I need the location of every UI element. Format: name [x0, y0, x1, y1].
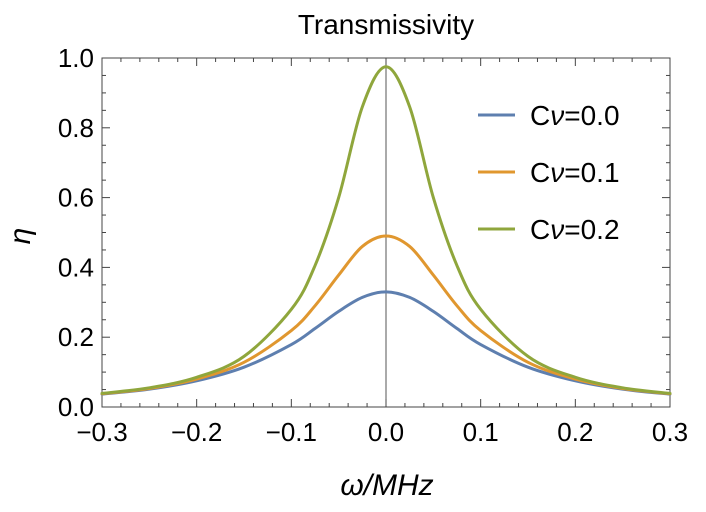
x-tick-label: −0.2 [171, 417, 222, 447]
series-0-legend-label: Cν=0.0 [530, 100, 620, 131]
axis-tick-labels: −0.3 −0.2 −0.1 0.0 0.1 0.2 0.3 0.0 0.2 0.4 0.6 0.8 1… [58, 43, 688, 447]
x-tick-label: −0.3 [76, 417, 127, 447]
y-tick-label: 0.4 [58, 252, 94, 282]
axis-ticks [101, 57, 671, 408]
x-tick-label: 0.0 [368, 417, 404, 447]
series-2-line [100, 65, 672, 395]
x-tick-label: −0.1 [266, 417, 317, 447]
series-0-line [100, 290, 672, 396]
series-2-legend-label: Cν=0.2 [530, 214, 620, 245]
y-tick-label: 0.6 [58, 183, 94, 213]
y-axis-label: η [4, 228, 37, 245]
x-tick-label: 0.1 [463, 417, 499, 447]
y-tick-label: 0.2 [58, 322, 94, 352]
legend: Cν=0.0 Cν=0.1 Cν=0.2 [478, 100, 620, 245]
x-tick-label: 0.3 [652, 417, 688, 447]
series-group [100, 65, 672, 396]
chart-title: Transmissivity [298, 9, 474, 40]
x-axis-label: ω/MHz [340, 469, 433, 502]
y-tick-label: 1.0 [58, 43, 94, 73]
x-tick-label: 0.2 [557, 417, 593, 447]
y-tick-label: 0.8 [58, 113, 94, 143]
series-1-legend-label: Cν=0.1 [530, 157, 620, 188]
series-1-line [100, 234, 672, 396]
y-tick-label: 0.0 [58, 392, 94, 422]
